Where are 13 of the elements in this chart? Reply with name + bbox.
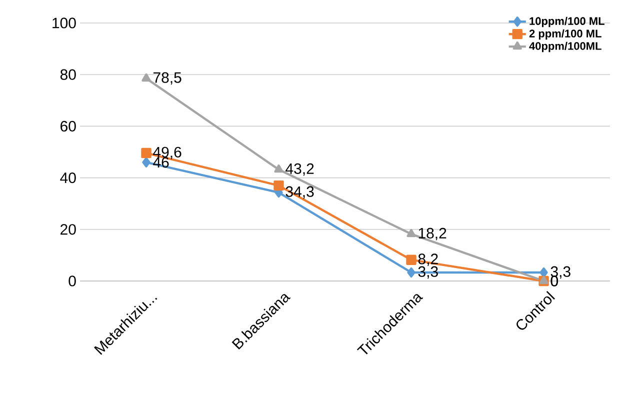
data-label: 18,2 — [418, 228, 446, 240]
data-label: 49,6 — [153, 146, 182, 160]
legend-label: 2 ppm/100 ML — [529, 29, 602, 40]
y-tick-label: 0 — [68, 276, 76, 286]
y-tick-label: 100 — [52, 18, 76, 28]
data-label: 43,2 — [286, 163, 314, 176]
y-tick-label: 80 — [60, 69, 76, 80]
y-tick-label: 60 — [60, 120, 76, 132]
y-tick-label: 20 — [60, 224, 76, 235]
legend-label: 40ppm/100ML — [529, 42, 602, 52]
legend-label: 10ppm/100 ML — [530, 16, 604, 28]
data-label: 78,5 — [153, 72, 182, 85]
y-tick-label: 40 — [60, 172, 76, 184]
